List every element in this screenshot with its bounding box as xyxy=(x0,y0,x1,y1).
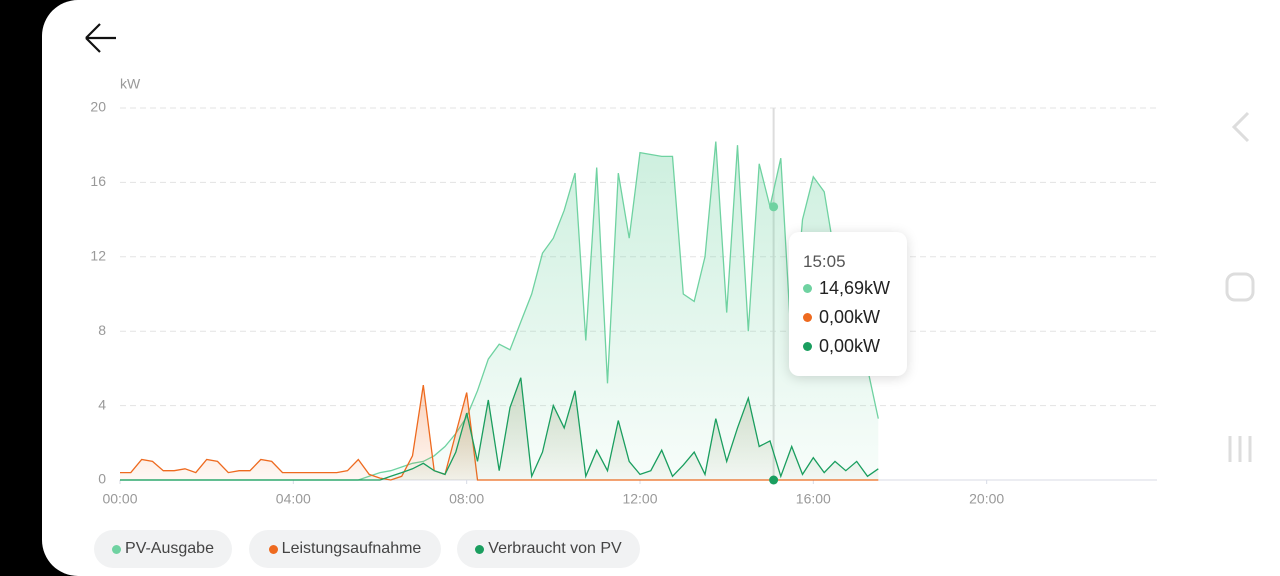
legend-label: Verbraucht von PV xyxy=(488,540,622,557)
y-tick-label: 4 xyxy=(98,396,106,412)
legend-item[interactable]: Leistungsaufnahme xyxy=(249,530,441,568)
tooltip-title: 15:05 xyxy=(803,252,846,271)
x-tick-label: 00:00 xyxy=(102,491,137,507)
tooltip-value: 0,00kW xyxy=(819,336,881,356)
x-tick-label: 16:00 xyxy=(796,491,831,507)
y-tick-label: 16 xyxy=(90,173,106,189)
tooltip-marker xyxy=(769,475,779,485)
tooltip-dot xyxy=(803,313,812,322)
tooltip-dot xyxy=(803,284,812,293)
tooltip-value: 14,69kW xyxy=(819,278,891,298)
legend-dot xyxy=(268,544,278,554)
nav-home[interactable] xyxy=(1225,272,1255,302)
legend-label: PV-Ausgabe xyxy=(125,540,214,557)
tooltip-row: 0,00kW xyxy=(803,307,880,328)
tooltip: 15:05 14,69kW 0,00kW 0,00kW xyxy=(789,232,907,376)
x-tick-label: 04:00 xyxy=(276,491,311,507)
nav-back[interactable] xyxy=(1231,111,1250,143)
y-axis-unit: kW xyxy=(120,76,141,92)
legend-dot xyxy=(475,544,485,554)
nav-recent[interactable] xyxy=(1228,436,1252,462)
legend-item[interactable]: PV-Ausgabe xyxy=(94,530,232,568)
y-tick-label: 12 xyxy=(90,248,106,264)
legend-item[interactable]: Verbraucht von PV xyxy=(457,530,640,568)
tooltip-value: 0,00kW xyxy=(819,307,881,327)
series-line xyxy=(120,377,879,481)
x-tick-label: 20:00 xyxy=(969,491,1004,507)
y-tick-label: 0 xyxy=(98,471,106,487)
y-tick-label: 8 xyxy=(98,322,106,338)
tooltip-row: 14,69kW xyxy=(803,278,890,299)
legend-label: Leistungsaufnahme xyxy=(281,540,422,557)
x-tick-label: 08:00 xyxy=(449,491,484,507)
tooltip-marker xyxy=(769,202,779,212)
tooltip-row: 0,00kW xyxy=(803,336,880,357)
x-tick-label: 12:00 xyxy=(622,491,657,507)
y-tick-label: 20 xyxy=(90,99,106,115)
legend-dot xyxy=(112,544,122,554)
tooltip-dot xyxy=(803,342,812,351)
area xyxy=(120,141,879,480)
back-button[interactable] xyxy=(85,23,116,53)
